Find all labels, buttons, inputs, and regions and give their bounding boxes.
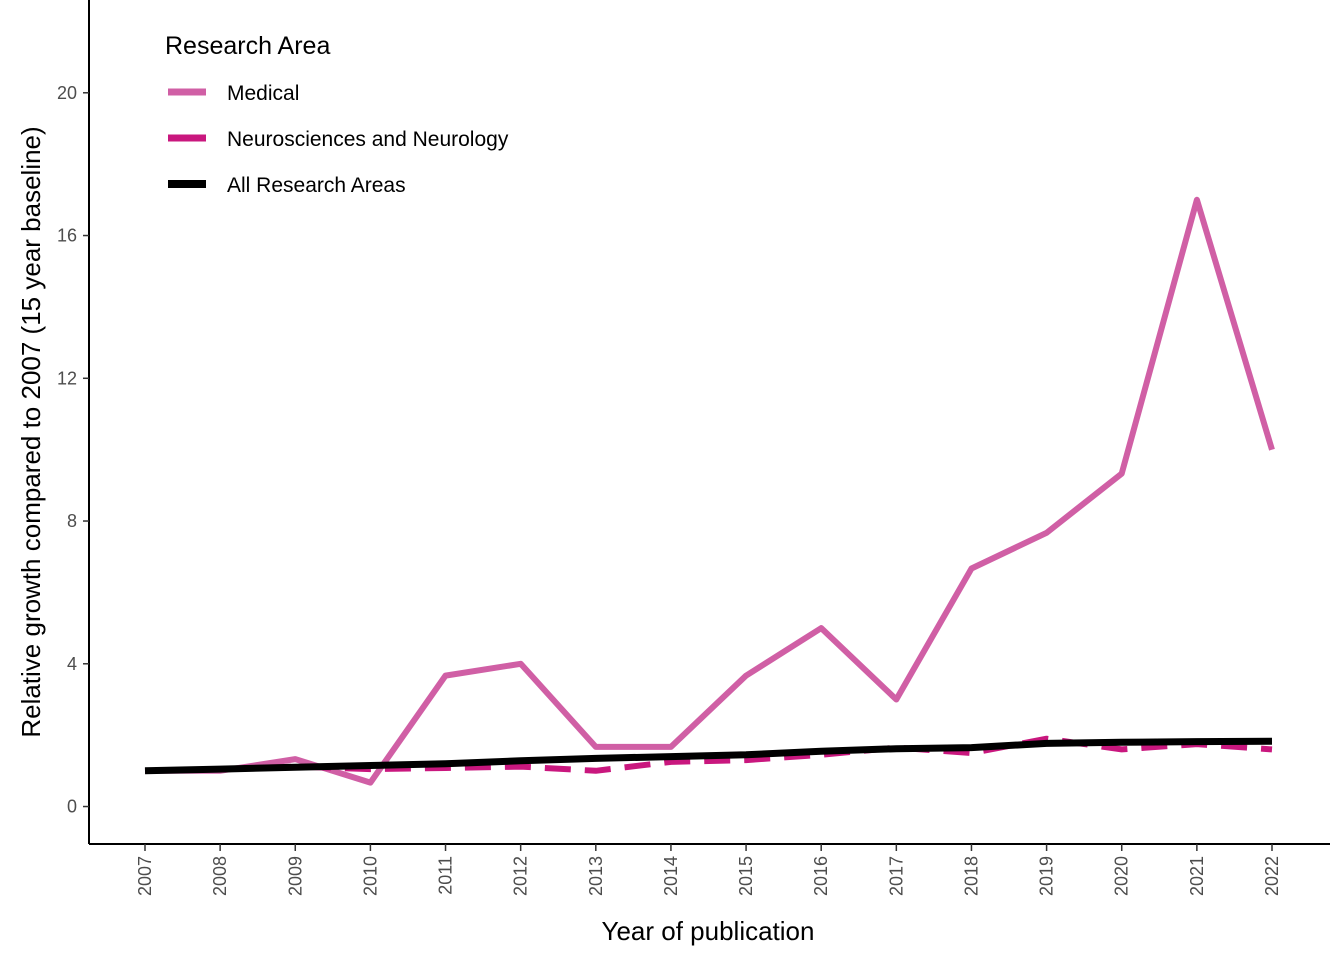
x-tick-label: 2017	[886, 856, 906, 896]
x-tick-label: 2011	[436, 856, 456, 895]
series-line	[145, 196, 1275, 786]
y-tick-label: 0	[67, 797, 77, 817]
series-line	[144, 737, 1273, 775]
x-tick-label: 2018	[961, 856, 981, 896]
legend-label: Neurosciences and Neurology	[227, 128, 509, 151]
x-tick-label: 2012	[511, 856, 531, 896]
x-tick-label: 2008	[210, 856, 230, 896]
legend-label: Medical	[227, 82, 299, 105]
x-tick-label: 2016	[811, 856, 831, 896]
x-tick-label: 2009	[285, 856, 305, 896]
x-tick-label: 2022	[1262, 856, 1282, 896]
x-axis-ticks: 2007 2008 2009 2010 2011 2012 2013 2014 2015 2016…	[135, 844, 1282, 896]
x-tick-label: 2020	[1112, 856, 1132, 896]
x-tick-label: 2010	[360, 856, 380, 896]
legend-label: All Research Areas	[227, 174, 406, 197]
x-tick-label: 2021	[1187, 856, 1207, 896]
x-tick-label: 2007	[135, 856, 155, 896]
y-tick-label: 12	[57, 368, 77, 388]
x-tick-label: 2019	[1037, 856, 1057, 896]
y-tick-label: 4	[67, 654, 77, 674]
x-axis-title: Year of publication	[602, 916, 815, 946]
y-tick-label: 20	[57, 83, 77, 103]
y-tick-label: 8	[67, 511, 77, 531]
y-axis-title: Relative growth compared to 2007 (15 yea…	[16, 126, 46, 737]
x-tick-label: 2015	[736, 856, 756, 896]
y-axis-ticks: 0 4 8 12 16 20	[57, 83, 89, 817]
legend-title: Research Area	[165, 32, 330, 60]
plot-area	[144, 196, 1275, 786]
x-tick-label: 2013	[586, 856, 606, 896]
x-tick-label: 2014	[661, 856, 681, 896]
legend: Research Area Medical Neurosciences and N…	[165, 32, 509, 197]
y-tick-label: 16	[57, 226, 77, 246]
